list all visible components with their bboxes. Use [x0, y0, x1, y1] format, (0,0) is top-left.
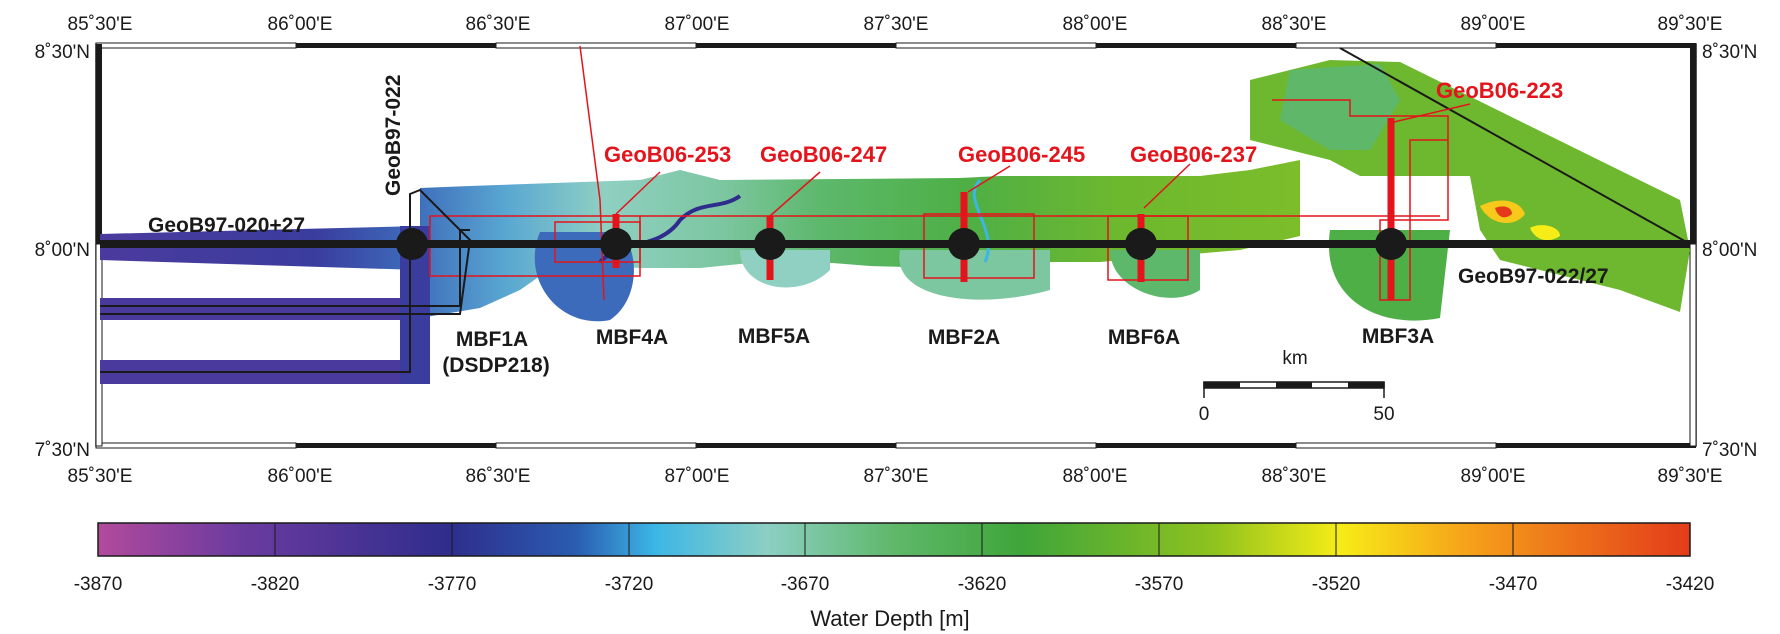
profile-tracks: [100, 47, 1691, 373]
colorbar-tick: -3820: [251, 574, 300, 595]
right-axis-label: 7˚30'N: [1702, 440, 1757, 461]
colorbar: -3870 -3820 -3770 -3720 -3670 -3620 -357…: [74, 522, 1715, 631]
right-axis-labels: 8˚30'N 8˚00'N 7˚30'N: [1702, 42, 1757, 461]
bottom-axis-label: 87˚30'E: [864, 466, 929, 487]
colorbar-tick: -3570: [1135, 574, 1184, 595]
top-axis-label: 86˚30'E: [466, 14, 531, 35]
site-marker-mbf2a: [948, 228, 980, 260]
site-markers: [396, 228, 1407, 260]
label-geob06-253: GeoB06-253: [604, 142, 731, 167]
top-axis-label: 88˚00'E: [1063, 14, 1128, 35]
bottom-axis-label: 86˚30'E: [466, 466, 531, 487]
scale-bar: km 0 50: [1199, 348, 1395, 425]
site-marker-mbf4a: [600, 228, 632, 260]
top-axis-label: 86˚00'E: [268, 14, 333, 35]
label-geob06-223: GeoB06-223: [1436, 78, 1563, 103]
bathymetry-swaths: [100, 60, 1690, 384]
colorbar-tick: -3620: [958, 574, 1007, 595]
label-geob97-022-27: GeoB97-022/27: [1458, 265, 1609, 288]
label-dsdp218: (DSDP218): [442, 354, 549, 377]
colorbar-tick: -3870: [74, 574, 123, 595]
label-geob97-020-27: GeoB97-020+27: [148, 214, 305, 237]
colorbar-tick: -3470: [1489, 574, 1538, 595]
bottom-axis-label: 88˚30'E: [1262, 466, 1327, 487]
scale-bar-start: 0: [1199, 404, 1210, 425]
top-axis-label: 87˚30'E: [864, 14, 929, 35]
bottom-axis-label: 87˚00'E: [665, 466, 730, 487]
colorbar-tick: -3770: [428, 574, 477, 595]
left-axis-label: 7˚30'N: [35, 440, 90, 461]
top-axis-label: 89˚00'E: [1461, 14, 1526, 35]
site-marker-mbf1a: [396, 228, 428, 260]
label-mbf5a: MBF5A: [738, 325, 810, 348]
left-axis-labels: 8˚30'N 8˚00'N 7˚30'N: [35, 42, 90, 461]
right-axis-label: 8˚00'N: [1702, 240, 1757, 261]
red-leader-lines: [615, 103, 1471, 217]
bottom-axis-label: 86˚00'E: [268, 466, 333, 487]
label-mbf3a: MBF3A: [1362, 325, 1434, 348]
top-axis-label: 85˚30'E: [68, 14, 133, 35]
label-geob06-237: GeoB06-237: [1130, 142, 1257, 167]
site-labels: GeoB97-022 GeoB97-020+27 GeoB97-022/27 M…: [148, 75, 1609, 377]
site-marker-mbf5a: [754, 228, 786, 260]
bottom-axis-label: 89˚30'E: [1658, 466, 1723, 487]
label-geob06-245: GeoB06-245: [958, 142, 1085, 167]
bottom-axis-label: 85˚30'E: [68, 466, 133, 487]
top-axis-label: 87˚00'E: [665, 14, 730, 35]
top-axis-labels: 85˚30'E 86˚00'E 86˚30'E 87˚00'E 87˚30'E …: [68, 14, 1723, 35]
colorbar-tick: -3720: [605, 574, 654, 595]
scale-bar-end: 50: [1373, 404, 1394, 425]
right-axis-label: 8˚30'N: [1702, 42, 1757, 63]
label-mbf1a: MBF1A: [456, 328, 528, 351]
core-labels: GeoB06-253 GeoB06-247 GeoB06-245 GeoB06-…: [604, 78, 1563, 167]
label-mbf2a: MBF2A: [928, 326, 1000, 349]
colorbar-tick: -3670: [781, 574, 830, 595]
colorbar-tick: -3520: [1312, 574, 1361, 595]
colorbar-title: Water Depth [m]: [810, 606, 969, 631]
scale-bar-unit: km: [1282, 348, 1307, 369]
label-mbf4a: MBF4A: [596, 326, 668, 349]
bottom-axis-label: 88˚00'E: [1063, 466, 1128, 487]
label-geob06-247: GeoB06-247: [760, 142, 887, 167]
top-axis-label: 89˚30'E: [1658, 14, 1723, 35]
site-marker-mbf3a: [1375, 228, 1407, 260]
bottom-axis-label: 89˚00'E: [1461, 466, 1526, 487]
colorbar-tick: -3420: [1666, 574, 1715, 595]
left-axis-label: 8˚30'N: [35, 42, 90, 63]
label-geob97-022: GeoB97-022: [382, 75, 405, 196]
left-axis-label: 8˚00'N: [35, 240, 90, 261]
site-marker-mbf6a: [1125, 228, 1157, 260]
colorbar-ramp: [97, 522, 1691, 557]
top-axis-label: 88˚30'E: [1262, 14, 1327, 35]
label-mbf6a: MBF6A: [1108, 326, 1180, 349]
bottom-axis-labels: 85˚30'E 86˚00'E 86˚30'E 87˚00'E 87˚30'E …: [68, 466, 1723, 487]
